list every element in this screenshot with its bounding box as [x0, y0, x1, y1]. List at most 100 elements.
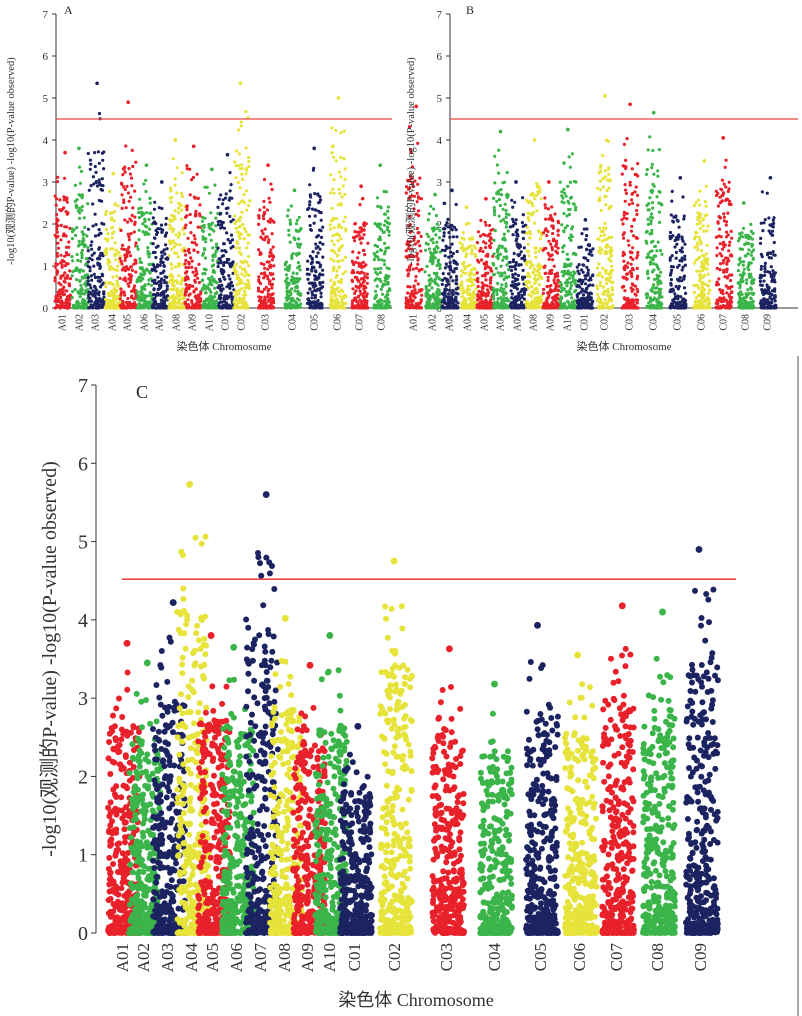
data-point: [153, 200, 157, 204]
data-point: [582, 289, 586, 293]
data-point: [89, 243, 93, 247]
data-point: [489, 241, 493, 245]
data-point: [240, 210, 244, 214]
data-point: [621, 275, 625, 279]
data-point: [262, 199, 266, 203]
data-point: [609, 254, 613, 258]
data-point: [442, 298, 446, 302]
data-point: [454, 228, 458, 232]
y-tick-label: 3: [43, 177, 49, 189]
data-point: [384, 246, 388, 250]
data-point: [120, 262, 124, 266]
data-point: [113, 306, 117, 310]
data-point: [563, 281, 567, 285]
data-point: [237, 231, 241, 236]
data-point: [435, 271, 439, 275]
data-point: [366, 241, 370, 245]
data-point: [568, 165, 572, 169]
data-point: [568, 236, 572, 240]
data-point: [297, 244, 301, 248]
data-point: [241, 222, 245, 226]
data-point: [380, 306, 384, 310]
data-point: [159, 271, 163, 275]
data-point: [624, 188, 628, 192]
data-point: [158, 227, 162, 231]
data-point: [406, 285, 410, 289]
data-point: [341, 258, 345, 262]
data-point: [515, 296, 519, 300]
data-point: [562, 187, 566, 191]
data-point: [481, 286, 485, 290]
data-point: [332, 306, 336, 310]
data-point: [526, 215, 530, 219]
data-point: [207, 191, 211, 195]
data-point: [221, 198, 225, 202]
data-point: [187, 251, 192, 255]
data-point: [176, 255, 180, 259]
data-point: [110, 231, 115, 236]
data-point: [497, 197, 501, 202]
data-point: [267, 260, 271, 264]
data-point: [63, 254, 67, 258]
data-point: [54, 197, 59, 201]
data-point: [243, 282, 247, 286]
data-point: [305, 301, 309, 305]
data-point: [218, 257, 222, 261]
data-point: [79, 259, 83, 263]
data-point: [533, 250, 538, 254]
data-point: [56, 234, 60, 238]
data-point: [258, 297, 263, 301]
data-point: [462, 264, 466, 268]
data-point: [101, 274, 105, 278]
data-point: [510, 198, 514, 202]
data-point: [505, 192, 509, 196]
data-point: [240, 163, 244, 167]
data-point: [564, 306, 569, 310]
data-point: [269, 248, 273, 252]
data-point: [151, 303, 155, 307]
data-point: [104, 228, 108, 232]
data-point: [414, 266, 418, 270]
data-point: [155, 263, 160, 267]
data-point: [264, 305, 268, 309]
data-point: [213, 286, 217, 290]
data-point: [607, 186, 611, 190]
panel-b: 01234567A01A02A03A04A05A06A07A08A09A10C0…: [402, 0, 802, 356]
data-point: [72, 228, 76, 232]
data-point: [607, 172, 611, 176]
data-point: [500, 274, 504, 278]
data-point: [411, 267, 415, 271]
data-point: [427, 298, 431, 302]
data-point: [202, 299, 206, 303]
data-point: [65, 262, 69, 266]
data-point: [446, 217, 450, 221]
data-point: [350, 302, 354, 306]
data-point: [65, 196, 69, 200]
data-point: [68, 277, 72, 281]
data-point: [511, 224, 515, 228]
data-point: [534, 246, 538, 250]
data-point: [586, 258, 590, 263]
data-point: [353, 298, 357, 302]
data-point: [219, 289, 223, 293]
data-point: [262, 217, 266, 221]
data-point: [196, 276, 200, 280]
data-point: [233, 271, 237, 276]
chromosome-series-c03: [620, 102, 640, 310]
data-point: [294, 300, 298, 305]
data-point: [376, 255, 380, 259]
data-point: [601, 304, 605, 308]
data-point: [599, 169, 603, 173]
data-point: [497, 148, 501, 152]
data-point: [318, 282, 322, 286]
data-point: [465, 252, 469, 256]
data-point: [581, 263, 585, 267]
data-point: [268, 280, 272, 284]
chromosome-series-c03: [256, 163, 276, 310]
data-point: [569, 292, 573, 296]
data-point: [433, 280, 437, 284]
data-point: [55, 219, 60, 223]
data-point: [135, 278, 139, 282]
data-point: [338, 192, 342, 196]
data-point: [352, 236, 356, 240]
